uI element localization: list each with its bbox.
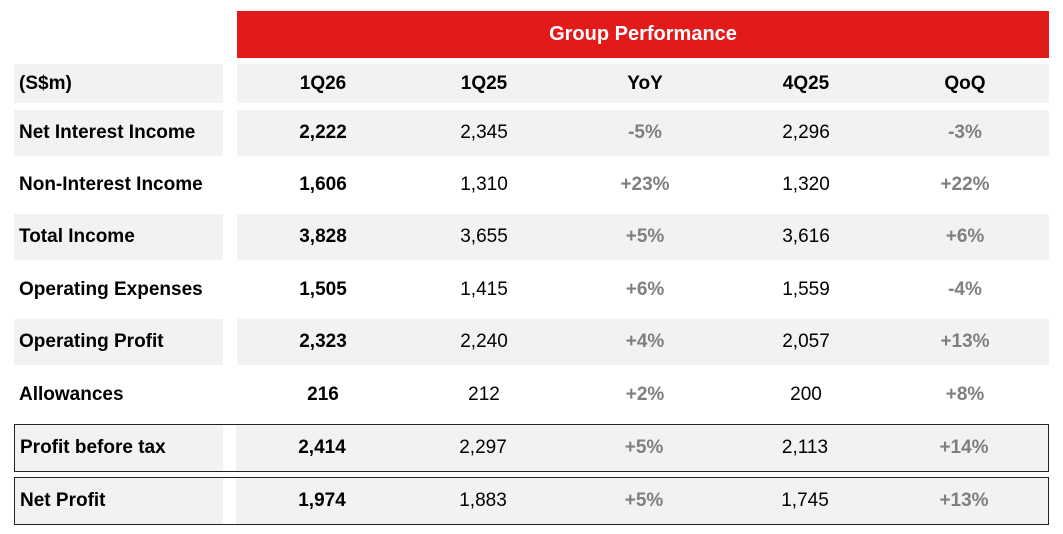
cell-4q25: 1,559: [782, 279, 830, 300]
header-1q25: 1Q25: [460, 72, 508, 94]
header-4q25: 4Q25: [782, 72, 830, 94]
header-1q26: 1Q26: [299, 72, 347, 94]
cell-yoy: +6%: [625, 279, 665, 300]
cell-1q25: 2,240: [460, 331, 508, 352]
cell-4q25: 2,057: [782, 331, 830, 352]
table-row-allowances: Allowances 216 212 +2% 200 +8%: [14, 372, 1049, 418]
row-label: Net Interest Income: [14, 110, 223, 156]
cell-4q25: 3,616: [782, 226, 830, 247]
row-label: Non-Interest Income: [19, 174, 203, 195]
cell-1q25: 3,655: [460, 226, 508, 247]
group-performance-banner: Group Performance: [237, 11, 1049, 58]
table-row-net-profit: Net Profit 1,974 1,883 +5% 1,745 +13%: [14, 477, 1049, 525]
cell-yoy: +5%: [624, 437, 664, 458]
cell-1q26: 2,323: [299, 331, 347, 352]
cell-qoq: +14%: [939, 437, 989, 458]
cell-yoy: +5%: [624, 490, 664, 511]
table-row-profit-before-tax: Profit before tax 2,414 2,297 +5% 2,113 …: [14, 424, 1049, 472]
row-label: Profit before tax: [15, 425, 223, 471]
cell-1q26: 2,414: [298, 437, 346, 458]
cell-1q25: 1,310: [460, 174, 508, 195]
row-label: Operating Profit: [14, 319, 223, 365]
table-header-row: (S$m) 1Q26 1Q25 YoY 4Q25 QoQ: [14, 64, 1049, 103]
cell-qoq: +8%: [945, 384, 985, 405]
cell-4q25: 1,745: [781, 490, 829, 511]
cell-4q25: 200: [790, 384, 822, 405]
cell-qoq: +6%: [945, 226, 985, 247]
cell-yoy: +5%: [625, 226, 665, 247]
cell-qoq: +13%: [940, 331, 990, 352]
header-qoq: QoQ: [944, 72, 986, 94]
header-yoy: YoY: [627, 72, 663, 94]
cell-1q25: 212: [468, 384, 500, 405]
cell-yoy: +2%: [625, 384, 665, 405]
header-unit: (S$m): [14, 64, 223, 103]
table-row-net-interest-income: Net Interest Income 2,222 2,345 -5% 2,29…: [14, 110, 1049, 156]
cell-qoq: +13%: [939, 490, 989, 511]
cell-qoq: -3%: [948, 122, 982, 143]
cell-yoy: +4%: [625, 331, 665, 352]
cell-1q25: 1,415: [460, 279, 508, 300]
row-label: Allowances: [19, 384, 124, 405]
cell-1q26: 3,828: [299, 226, 347, 247]
cell-4q25: 1,320: [782, 174, 830, 195]
cell-1q26: 1,606: [299, 174, 347, 195]
cell-1q25: 2,297: [459, 437, 507, 458]
table-row-operating-expenses: Operating Expenses 1,505 1,415 +6% 1,559…: [14, 267, 1049, 313]
table-row-operating-profit: Operating Profit 2,323 2,240 +4% 2,057 +…: [14, 319, 1049, 365]
cell-yoy: -5%: [628, 122, 662, 143]
cell-4q25: 2,296: [782, 122, 830, 143]
cell-1q26: 2,222: [299, 122, 347, 143]
cell-yoy: +23%: [620, 174, 670, 195]
cell-1q26: 216: [307, 384, 339, 405]
cell-1q25: 1,883: [459, 490, 507, 511]
row-label: Operating Expenses: [19, 279, 203, 300]
table-row-total-income: Total Income 3,828 3,655 +5% 3,616 +6%: [14, 214, 1049, 260]
cell-1q25: 2,345: [460, 122, 508, 143]
cell-1q26: 1,974: [298, 490, 346, 511]
cell-1q26: 1,505: [299, 279, 347, 300]
table-row-non-interest-income: Non-Interest Income 1,606 1,310 +23% 1,3…: [14, 162, 1049, 208]
row-label: Net Profit: [15, 478, 223, 524]
cell-qoq: +22%: [940, 174, 990, 195]
cell-4q25: 2,113: [781, 437, 829, 458]
cell-qoq: -4%: [948, 279, 982, 300]
row-label: Total Income: [14, 214, 223, 260]
